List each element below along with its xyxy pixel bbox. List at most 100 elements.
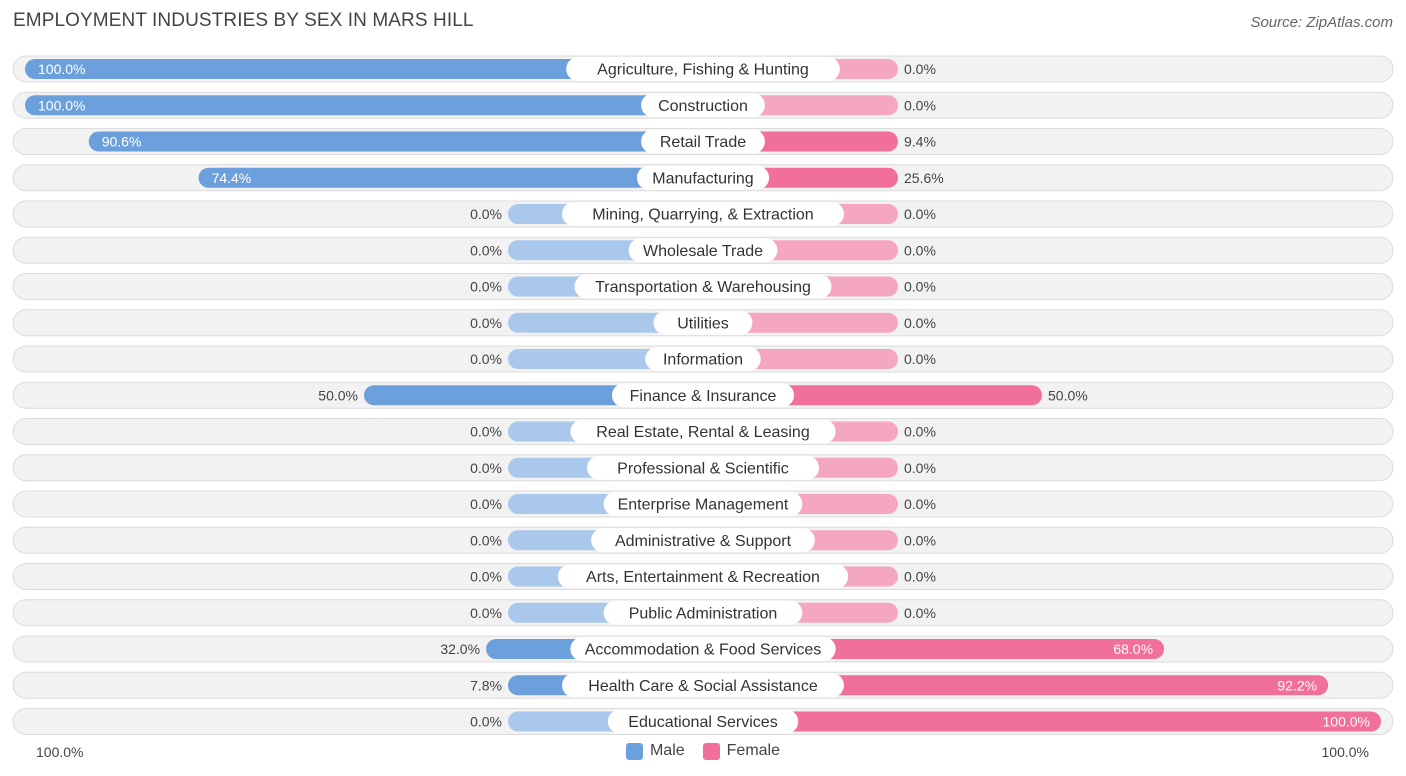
chart-row: Enterprise Management 0.0% 0.0%	[12, 490, 1394, 518]
category-label-pill	[562, 673, 844, 698]
chart-row: Retail Trade 90.6% 9.4%	[12, 128, 1394, 155]
chart-row: Construction 100.0% 0.0%	[12, 91, 1394, 119]
female-value-label: 9.4%	[904, 134, 936, 150]
chart-row: Finance & Insurance 50.0% 50.0%	[12, 381, 1394, 409]
category-label-pill	[641, 129, 765, 154]
legend-item-male[interactable]: Male	[625, 742, 685, 760]
category-label-pill	[645, 347, 761, 371]
legend-label-male: Male	[649, 742, 685, 759]
female-value-label: 0.0%	[904, 605, 936, 621]
female-value-label: 92.2%	[1277, 677, 1317, 693]
female-value-label: 0.0%	[904, 532, 936, 548]
chart-row: Real Estate, Rental & Leasing 0.0% 0.0%	[12, 418, 1394, 445]
legend-item-female[interactable]: Female	[702, 742, 781, 760]
female-value-label: 0.0%	[904, 351, 936, 367]
female-value-label: 0.0%	[904, 460, 936, 476]
male-value-label: 0.0%	[470, 496, 502, 512]
category-label: Public Administration	[629, 605, 778, 622]
category-label: Transportation & Warehousing	[595, 279, 811, 296]
male-value-label: 74.4%	[212, 170, 252, 186]
axis-left-label: 100.0%	[36, 744, 84, 760]
chart-row: Administrative & Support 0.0% 0.0%	[12, 526, 1394, 554]
category-label-pill	[641, 93, 765, 118]
category-label: Enterprise Management	[618, 497, 789, 514]
male-value-label: 0.0%	[470, 714, 502, 730]
female-value-label: 0.0%	[904, 97, 936, 113]
category-label-pill	[574, 274, 832, 299]
female-value-label: 68.0%	[1113, 641, 1153, 657]
female-value-label: 0.0%	[904, 424, 936, 440]
category-label: Information	[663, 352, 743, 369]
male-bar	[508, 312, 703, 333]
male-value-label: 0.0%	[470, 532, 502, 548]
male-value-label: 0.0%	[470, 605, 502, 621]
category-label-pill	[562, 202, 844, 226]
female-value-label: 0.0%	[904, 206, 936, 222]
legend-swatch-male	[625, 742, 643, 760]
category-label-pill	[653, 310, 753, 335]
chart-row: Professional & Scientific 0.0% 0.0%	[12, 454, 1394, 482]
category-label: Mining, Quarrying, & Extraction	[592, 207, 813, 224]
category-label: Finance & Insurance	[630, 388, 777, 405]
chart-row: Manufacturing 74.4% 25.6%	[12, 164, 1394, 192]
category-label-pill	[603, 492, 803, 516]
chart-row: Wholesale Trade 0.0% 0.0%	[12, 236, 1394, 264]
male-value-label: 100.0%	[38, 97, 85, 113]
category-label-pill	[557, 564, 849, 589]
category-label: Accommodation & Food Services	[585, 642, 822, 659]
male-value-label: 0.0%	[470, 242, 502, 258]
female-value-label: 0.0%	[904, 279, 936, 295]
female-bar	[703, 711, 1381, 732]
chart-row: Educational Services 0.0% 100.0%	[12, 708, 1394, 735]
axis-right-label: 100.0%	[1321, 744, 1369, 760]
category-label: Educational Services	[628, 714, 777, 731]
male-value-label: 0.0%	[470, 206, 502, 222]
male-bar	[198, 167, 703, 188]
female-value-label: 0.0%	[904, 61, 936, 77]
female-value-label: 0.0%	[904, 315, 936, 331]
category-label: Arts, Entertainment & Recreation	[586, 569, 820, 586]
female-value-label: 50.0%	[1048, 387, 1088, 403]
male-value-label: 0.0%	[470, 279, 502, 295]
chart-row: Transportation & Warehousing 0.0% 0.0%	[12, 273, 1394, 300]
male-value-label: 0.0%	[470, 351, 502, 367]
male-value-label: 0.0%	[470, 424, 502, 440]
male-value-label: 0.0%	[470, 569, 502, 585]
category-label: Retail Trade	[660, 134, 746, 151]
chart-row: Accommodation & Food Services 32.0% 68.0%	[12, 635, 1394, 663]
category-label: Health Care & Social Assistance	[588, 678, 818, 695]
category-label-pill	[603, 600, 803, 625]
male-value-label: 0.0%	[470, 315, 502, 331]
legend-swatch-female	[702, 742, 720, 760]
chart-row: Information 0.0% 0.0%	[12, 345, 1394, 373]
legend-label-female: Female	[726, 742, 781, 759]
male-bar	[25, 95, 703, 116]
category-label: Utilities	[677, 315, 729, 332]
category-label-pill	[636, 165, 770, 190]
category-label: Manufacturing	[652, 170, 753, 187]
chart-row: Health Care & Social Assistance 7.8% 92.2%	[12, 671, 1394, 699]
chart-row: Mining, Quarrying, & Extraction 0.0% 0.0%	[12, 200, 1394, 228]
category-label: Professional & Scientific	[617, 460, 789, 477]
category-label: Real Estate, Rental & Leasing	[596, 424, 809, 441]
chart-svg: Agriculture, Fishing & Hunting 100.0% 0.0%…	[12, 55, 1394, 735]
category-label-pill	[566, 57, 840, 81]
female-value-label: 25.6%	[904, 170, 944, 186]
category-label: Construction	[658, 98, 748, 115]
category-label-pill	[570, 419, 836, 444]
female-value-label: 0.0%	[904, 569, 936, 585]
female-value-label: 0.0%	[904, 242, 936, 258]
chart-row: Agriculture, Fishing & Hunting 100.0% 0.0%	[12, 55, 1394, 83]
female-value-label: 100.0%	[1323, 714, 1370, 730]
chart-row: Utilities 0.0% 0.0%	[12, 309, 1394, 337]
category-label: Administrative & Support	[615, 533, 792, 550]
male-bar	[88, 131, 704, 152]
male-bar	[25, 59, 703, 79]
category-label-pill	[591, 528, 815, 553]
male-value-label: 50.0%	[318, 387, 358, 403]
legend: Male Female	[0, 742, 1406, 760]
male-value-label: 7.8%	[470, 677, 502, 693]
male-value-label: 32.0%	[440, 641, 480, 657]
category-label: Agriculture, Fishing & Hunting	[597, 62, 809, 79]
category-label-pill	[628, 238, 778, 263]
